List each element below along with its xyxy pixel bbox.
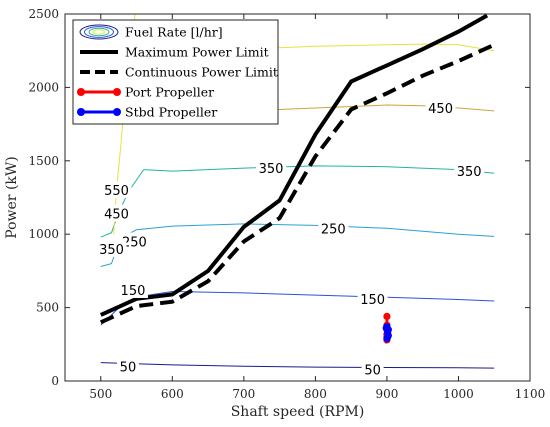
x-tick-label: 1100	[515, 387, 546, 401]
stbd-propeller-point	[383, 334, 391, 343]
contour-label: 50	[364, 363, 381, 378]
plot-area-frame	[64, 13, 531, 382]
y-tick-label: 500	[36, 301, 59, 315]
contour-label-bg	[318, 219, 349, 237]
legend-contour-ring	[79, 24, 119, 40]
legend-entry-label: Continuous Power Limit	[125, 65, 278, 80]
contour-label-bg	[256, 159, 287, 177]
legend-box	[72, 19, 279, 125]
marker-layer	[382, 312, 392, 344]
contour-label: 350	[259, 162, 284, 177]
legend-entry-label: Fuel Rate [l/hr]	[125, 25, 223, 40]
contour-label-bg	[357, 289, 388, 307]
legend: Fuel Rate [l/hr] Maximum Power Limit Conti…	[72, 19, 279, 125]
continuous-power-limit-line	[99, 42, 496, 325]
contour-label: 150	[360, 293, 385, 308]
y-axis-label: Power (kW)	[4, 156, 20, 239]
legend-entry-label: Maximum Power Limit	[125, 45, 269, 60]
x-tick-label: 700	[232, 387, 255, 401]
y-tick-label: 2500	[28, 7, 59, 21]
legend-contour-ring	[88, 27, 110, 37]
contour-label: 150	[121, 284, 146, 299]
legend-entry-label: Port Propeller	[125, 85, 214, 100]
legend-marker-dot	[77, 108, 85, 116]
contour-label-bg	[425, 98, 456, 116]
tick-layer: 500 600 700 800 900 1000 1100 0 500 1000 1500 2000 2…	[28, 7, 545, 401]
legend-contour-ring	[84, 26, 114, 38]
maximum-power-limit-line	[99, 14, 489, 317]
y-tick-label: 0	[51, 374, 59, 388]
contour-label-bg	[454, 162, 485, 180]
stbd-propeller-point	[382, 324, 390, 332]
contour-label-bg	[116, 357, 139, 375]
x-axis-label: Shaft speed (RPM)	[231, 404, 365, 420]
x-tick-label: 1000	[443, 387, 474, 401]
contour-label: 350	[457, 165, 482, 180]
legend-contour-symbol	[79, 24, 119, 40]
x-tick-label: 900	[375, 387, 398, 401]
legend-marker-dot	[77, 88, 85, 96]
y-tick-label: 1000	[28, 227, 59, 241]
x-tick-label: 500	[89, 387, 112, 401]
legend-marker-dot	[113, 108, 121, 116]
contour-label-bg	[101, 181, 132, 199]
contour-label: 50	[120, 360, 137, 375]
contour-label: 450	[428, 102, 453, 117]
contour-label-bg	[117, 280, 148, 298]
contour-label-bg	[361, 360, 384, 378]
x-tick-label: 800	[304, 387, 327, 401]
contour-label-bg	[119, 232, 150, 250]
legend-contour-ring	[93, 29, 105, 35]
y-tick-label: 2000	[28, 80, 59, 94]
legend-marker-dot	[113, 88, 121, 96]
contour-label: 250	[122, 236, 147, 251]
contour-label: 450	[104, 208, 129, 223]
contour-label-bg	[96, 239, 127, 257]
contour-label: 250	[321, 222, 346, 237]
contour-label-bg	[101, 204, 132, 222]
contour-label: 550	[104, 184, 129, 199]
contour-label: 350	[99, 243, 124, 258]
x-tick-label: 600	[161, 387, 184, 401]
legend-entry-label: Stbd Propeller	[125, 105, 217, 120]
port-propeller-point	[383, 312, 391, 321]
series-layer	[99, 14, 496, 325]
y-tick-label: 1500	[28, 154, 59, 168]
contour-line-50-0	[100, 362, 495, 369]
